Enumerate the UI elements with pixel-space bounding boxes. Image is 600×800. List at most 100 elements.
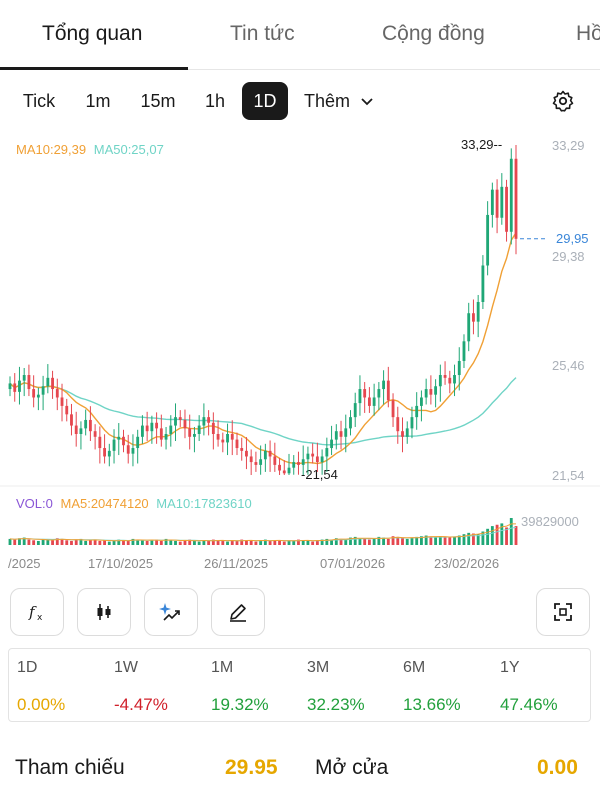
volume-bar bbox=[443, 536, 447, 545]
volume-bar bbox=[22, 537, 26, 545]
chart-type-button[interactable] bbox=[77, 588, 131, 636]
volume-bar bbox=[259, 540, 263, 545]
candle-body bbox=[193, 433, 196, 437]
candle-body bbox=[221, 439, 225, 443]
volume-bar bbox=[434, 537, 438, 545]
candle-body bbox=[268, 450, 272, 457]
volume-bar bbox=[122, 540, 125, 545]
volume-bar bbox=[240, 539, 244, 545]
ai-analysis-button[interactable] bbox=[144, 588, 198, 636]
candle-body bbox=[136, 436, 140, 449]
candle-body bbox=[287, 467, 291, 474]
volume-bar bbox=[46, 539, 50, 545]
candle-body bbox=[358, 389, 362, 404]
volume-bar bbox=[254, 541, 258, 545]
volume-bar bbox=[41, 538, 45, 545]
candle-body bbox=[495, 189, 499, 218]
svg-text:x: x bbox=[37, 613, 43, 623]
timeframe-tick[interactable]: Tick bbox=[22, 91, 56, 111]
volume-bar bbox=[216, 540, 220, 545]
gear-icon[interactable] bbox=[551, 89, 575, 113]
timeframe-15m[interactable]: 15m bbox=[140, 91, 176, 111]
candle-body bbox=[349, 417, 352, 429]
timeframe-1h[interactable]: 1h bbox=[204, 91, 226, 111]
x-axis-label-3: 26/11/2025 bbox=[204, 556, 269, 571]
candle-body bbox=[462, 341, 466, 361]
volume-bar bbox=[453, 536, 456, 545]
candle-body bbox=[377, 389, 381, 398]
timeframe-1d[interactable]: 1D bbox=[242, 82, 288, 120]
volume-bar bbox=[32, 540, 36, 545]
volume-bar bbox=[164, 538, 168, 545]
period-label: 1D bbox=[17, 659, 38, 676]
candle-body bbox=[103, 448, 106, 457]
candle-body bbox=[159, 428, 163, 440]
candle-body bbox=[51, 377, 54, 390]
screenshot-button[interactable] bbox=[536, 588, 590, 636]
volume-bar bbox=[301, 540, 305, 545]
candle-body bbox=[70, 414, 73, 426]
candle-body bbox=[197, 425, 201, 434]
ma10-line bbox=[9, 232, 517, 465]
volume-bar bbox=[349, 537, 352, 545]
volume-bar bbox=[235, 540, 239, 545]
current-price-label: 29,95 bbox=[556, 231, 589, 246]
candle-body bbox=[325, 448, 329, 457]
volume-bar bbox=[183, 540, 187, 545]
candle-body bbox=[183, 419, 187, 429]
candle-body bbox=[122, 436, 125, 446]
price-axis-label-top: 33,29 bbox=[552, 138, 585, 153]
volume-bar bbox=[249, 540, 253, 545]
tab-more-partial[interactable]: Hồ bbox=[576, 22, 600, 45]
volume-bar bbox=[51, 540, 54, 545]
timeframe-1m[interactable]: 1m bbox=[85, 91, 111, 111]
open-price-value: 0.00 bbox=[537, 756, 578, 779]
candle-body bbox=[429, 389, 433, 395]
volume-bar bbox=[60, 538, 64, 545]
volume-bar bbox=[448, 537, 452, 545]
volume-bar bbox=[174, 540, 177, 545]
volume-bar bbox=[320, 539, 324, 545]
volume-bar bbox=[405, 538, 409, 545]
volume-bar bbox=[107, 541, 111, 545]
draw-button[interactable] bbox=[211, 588, 265, 636]
candle-body bbox=[420, 397, 423, 406]
reference-price-label: Tham chiếu bbox=[15, 756, 125, 779]
candlestick-icon bbox=[97, 604, 111, 620]
candle-body bbox=[88, 419, 92, 432]
volume-bar bbox=[278, 540, 281, 545]
volume-bar bbox=[188, 539, 192, 545]
volume-bar bbox=[155, 539, 159, 545]
ma50-legend: MA50:25,07 bbox=[93, 142, 164, 157]
volume-bar bbox=[98, 540, 102, 545]
sparkle-trend-icon bbox=[159, 603, 180, 621]
tab-community[interactable]: Cộng đồng bbox=[382, 22, 485, 45]
volume-bar bbox=[330, 539, 333, 545]
volume-bar bbox=[193, 540, 196, 545]
top-tabs: Tổng quan Tin tức Cộng đồng Hồ bbox=[0, 0, 600, 70]
price-info: Tham chiếu 29.95 Mở cửa 0.00 bbox=[0, 740, 600, 800]
candle-body bbox=[448, 377, 452, 384]
candle-body bbox=[405, 428, 409, 437]
candle-body bbox=[235, 439, 239, 449]
candle-body bbox=[202, 417, 206, 426]
volume-bar bbox=[178, 541, 182, 545]
candle-body bbox=[401, 431, 404, 437]
svg-text:f: f bbox=[28, 603, 37, 621]
candle-body bbox=[509, 158, 513, 232]
price-chart[interactable]: MA10:29,39 MA50:25,07 33,29 29,38 25,46 … bbox=[0, 130, 600, 580]
tab-overview[interactable]: Tổng quan bbox=[42, 22, 143, 45]
volume-bar bbox=[292, 540, 296, 545]
more-timeframes-button[interactable]: Thêm bbox=[298, 82, 382, 120]
volume-bar bbox=[367, 539, 371, 545]
ma50-line bbox=[9, 377, 517, 446]
candle-body bbox=[145, 425, 149, 432]
candle-body bbox=[74, 425, 78, 434]
vol-ma10-legend: MA10:17823610 bbox=[156, 496, 252, 511]
candle-body bbox=[36, 394, 40, 398]
candle-body bbox=[22, 375, 26, 381]
candle-body bbox=[330, 439, 333, 449]
tab-news[interactable]: Tin tức bbox=[230, 22, 295, 45]
